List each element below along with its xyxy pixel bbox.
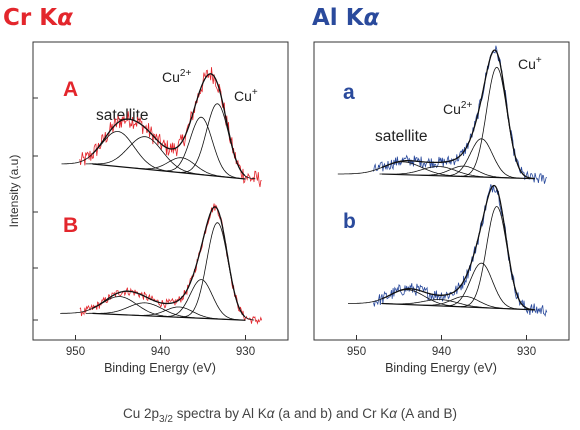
cr-x-axis-label: Binding Energy (eV) <box>104 361 216 375</box>
cr-y-ticks <box>33 97 38 321</box>
component-peak <box>134 157 229 178</box>
envelope-fit <box>381 49 535 180</box>
component-peak <box>61 131 174 173</box>
x-tick-label: 930 <box>517 346 536 358</box>
annotation-cu2plus-a-sup: 2+ <box>461 100 473 111</box>
x-tick-label: 940 <box>432 346 451 358</box>
raw-data-line <box>373 184 548 318</box>
cr-x-axis-ticks: 950 940 930 <box>66 335 255 358</box>
annotation-cuplus-A-sup: + <box>252 87 258 98</box>
x-tick-label: 930 <box>236 346 255 358</box>
al-header-alpha: α <box>364 5 380 31</box>
component-peak <box>337 161 468 177</box>
annotation-cuplus-A-base: Cu <box>234 88 252 104</box>
figure-caption: Cu 2p3/2 spectra by Al Kα (a and b) and … <box>123 406 457 425</box>
component-peak <box>178 103 256 180</box>
raw-data-line <box>373 45 547 184</box>
component-peak <box>379 166 498 178</box>
envelope-fit <box>92 73 246 176</box>
annotation-satellite-a: satellite <box>375 128 428 145</box>
raw-data-line <box>79 67 262 188</box>
component-peak <box>348 289 467 308</box>
component-peak <box>442 262 520 310</box>
cr-header-text: Cr K <box>3 5 58 31</box>
annotation-satellite-A: satellite <box>96 107 149 124</box>
caption-middle: spectra by Al K <box>173 406 267 421</box>
component-peak <box>60 296 179 318</box>
component-peak <box>131 306 227 320</box>
annotation-cuplus-A: Cu+ <box>234 87 258 104</box>
spectrum-panel-B <box>60 203 263 325</box>
y-axis-label: Intensity (a.u) <box>7 155 21 228</box>
panel-letter-A: A <box>63 78 78 101</box>
annotation-cu2plus-A-base: Cu <box>162 69 180 85</box>
annotation-cu2plus-a-base: Cu <box>443 101 461 117</box>
envelope-fit <box>92 206 246 318</box>
spectrum-panel-a <box>337 45 547 184</box>
caption-subscript: 3/2 <box>159 414 173 425</box>
x-tick-label: 940 <box>151 346 170 358</box>
panel-letter-B: B <box>63 214 78 237</box>
spectrum-panel-b <box>348 184 548 318</box>
annotation-cu2plus-A-sup: 2+ <box>180 68 192 79</box>
annotation-cuplus-a: Cu+ <box>518 55 542 72</box>
spectrum-panel-A <box>61 67 262 188</box>
caption-alpha-2: α <box>389 406 398 421</box>
component-peak <box>85 136 204 176</box>
component-peak <box>162 116 240 179</box>
x-tick-label: 950 <box>66 346 85 358</box>
annotation-cu2plus-A: Cu2+ <box>162 68 191 85</box>
caption-part-3: (A and B) <box>397 406 457 421</box>
annotation-cuplus-a-sup: + <box>536 55 542 66</box>
envelope-fit <box>381 184 535 311</box>
caption-alpha-1: α <box>267 406 276 421</box>
al-x-axis-ticks: 950 940 930 <box>347 335 536 358</box>
component-peak <box>417 296 513 310</box>
caption-prefix: Cu 2p <box>123 406 159 421</box>
caption-part-2: (a and b) and Cr K <box>274 406 389 421</box>
panel-letter-b: b <box>343 210 356 233</box>
component-peak <box>85 302 204 319</box>
panel-letter-a: a <box>343 81 355 104</box>
cr-k-alpha-header: Cr Kα <box>3 5 73 31</box>
annotation-cuplus-a-base: Cu <box>518 56 536 72</box>
al-header-text: Al K <box>312 5 365 31</box>
al-x-axis-label: Binding Energy (eV) <box>385 361 497 375</box>
raw-data-line <box>79 203 263 325</box>
spectra-layer <box>60 45 548 325</box>
component-peak <box>442 138 520 179</box>
component-peak <box>381 299 500 309</box>
al-k-alpha-header: Al Kα <box>312 5 380 31</box>
x-tick-label: 950 <box>347 346 366 358</box>
component-peak <box>415 165 511 179</box>
cr-header-alpha: α <box>57 5 73 31</box>
annotation-cu2plus-a: Cu2+ <box>443 100 472 117</box>
